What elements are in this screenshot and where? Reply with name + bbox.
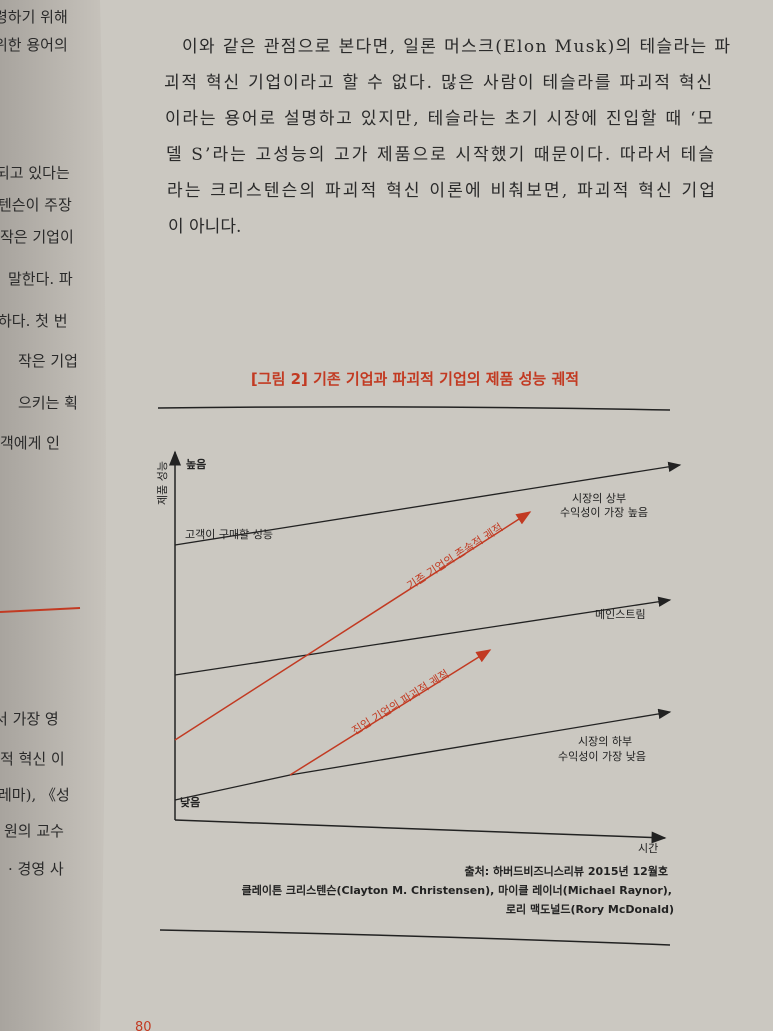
left-line: 으키는 획 bbox=[18, 394, 78, 412]
left-line: 객에게 인 bbox=[0, 434, 60, 452]
body-line: 델 S’라는 고성능의 고가 제품으로 시작했기 때문이다. 따라서 테슬 bbox=[166, 145, 714, 165]
body-line: 괴적 혁신 기업이라고 할 수 없다. 많은 사람이 테슬라를 파괴적 혁신 bbox=[164, 73, 712, 93]
low-label: 낮음 bbox=[180, 795, 200, 809]
left-line: 되고 있다는 bbox=[0, 164, 70, 182]
upper-line bbox=[174, 461, 682, 546]
lower-note: 수익성이 가장 낮음 bbox=[558, 750, 646, 763]
source-2: 클레이튼 크리스텐슨(Clayton M. Christensen), 마이클 … bbox=[242, 883, 672, 897]
upper-label: 시장의 상부 bbox=[572, 492, 626, 505]
left-line: 원의 교수 bbox=[4, 822, 64, 840]
body-line: 라는 크리스텐슨의 파괴적 혁신 이론에 비춰보면, 파괴적 혁신 기업 bbox=[167, 181, 715, 201]
upper-note: 수익성이 가장 높음 bbox=[560, 506, 648, 519]
mainstream-label: 메인스트림 bbox=[595, 608, 646, 621]
sustaining-line bbox=[174, 511, 532, 741]
source-1: 출처: 하버드비즈니스리뷰 2015년 12월호 bbox=[465, 864, 669, 878]
left-line: · 경영 사 bbox=[8, 860, 64, 878]
y-axis-label: 제품 성능 bbox=[156, 461, 169, 505]
body-text: 이와 같은 관점으로 본다면, 일론 머스크(Elon Musk)의 테슬라는 … bbox=[164, 37, 730, 237]
left-line: 하다. 첫 번 bbox=[0, 312, 68, 330]
left-page bbox=[0, 0, 106, 1031]
left-line: 작은 기업 bbox=[18, 352, 78, 370]
high-label: 높음 bbox=[186, 458, 206, 471]
body-line: 이 아니다. bbox=[168, 217, 241, 237]
left-line: 텐슨이 주장 bbox=[0, 196, 72, 214]
left-line: 말한다. 파 bbox=[8, 270, 73, 288]
body-line: 이와 같은 관점으로 본다면, 일론 머스크(Elon Musk)의 테슬라는 … bbox=[182, 37, 730, 57]
x-axis-label: 시간 bbox=[638, 842, 658, 855]
rule-top bbox=[157, 406, 671, 411]
page-number: 80 bbox=[135, 1020, 152, 1031]
left-rule bbox=[0, 607, 81, 613]
disruptive-line bbox=[289, 649, 492, 776]
body-line: 이라는 용어로 설명하고 있지만, 테슬라는 초기 시장에 진입할 때 ‘모 bbox=[165, 109, 713, 129]
left-line: 적 혁신 이 bbox=[0, 750, 65, 768]
figure-title: [그림 2] 기존 기업과 파괴적 기업의 제품 성능 궤적 bbox=[251, 370, 579, 388]
left-line: 작은 기업이 bbox=[0, 228, 74, 246]
mainstream-line bbox=[174, 596, 672, 676]
source-3: 로리 맥도널드(Rory McDonald) bbox=[506, 902, 674, 916]
customer-label: 고객이 구매할 성능 bbox=[185, 528, 273, 541]
left-line: 위한 용어의 bbox=[0, 36, 68, 54]
left-line: 령하기 위해 bbox=[0, 8, 68, 26]
rule-bottom bbox=[159, 929, 671, 946]
left-line: 레마), 《성 bbox=[0, 786, 70, 804]
lower-label: 시장의 하부 bbox=[578, 734, 632, 748]
left-line: 서 가장 영 bbox=[0, 710, 59, 728]
x-axis bbox=[174, 819, 667, 844]
